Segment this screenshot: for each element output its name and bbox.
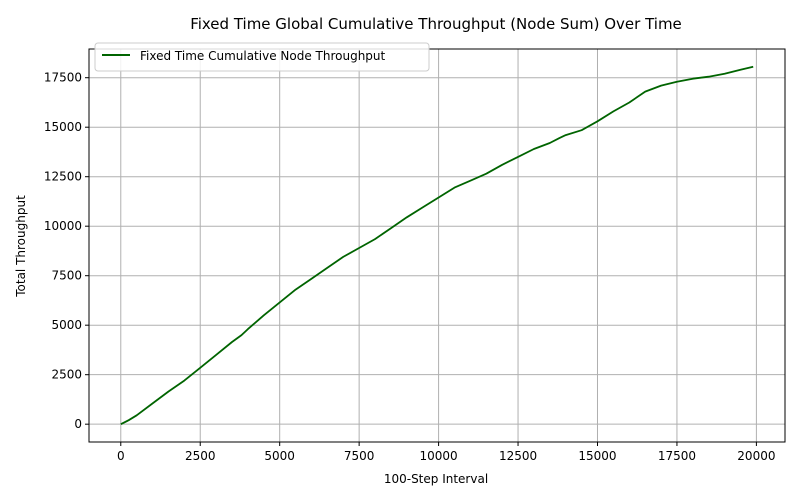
- y-tick-label: 10000: [44, 219, 82, 233]
- chart-title: Fixed Time Global Cumulative Throughput …: [190, 15, 682, 33]
- y-tick-label: 12500: [44, 170, 82, 184]
- x-tick-label: 15000: [578, 449, 616, 463]
- x-tick-label: 7500: [344, 449, 375, 463]
- legend-label: Fixed Time Cumulative Node Throughput: [140, 49, 386, 63]
- x-tick-label: 12500: [499, 449, 537, 463]
- y-axis-ticks: 0 2500 5000 7500 10000 12500 15000 17500: [44, 71, 89, 431]
- y-tick-label: 15000: [44, 120, 82, 134]
- series-line: [120, 65, 754, 426]
- x-tick-label: 17500: [658, 449, 696, 463]
- y-tick-label: 5000: [51, 318, 82, 332]
- x-tick-label: 5000: [264, 449, 295, 463]
- plot-frame: [88, 48, 786, 443]
- y-axis-label: Total Throughput: [14, 195, 28, 298]
- legend: Fixed Time Cumulative Node Throughput: [94, 42, 430, 72]
- y-tick-label: 7500: [51, 269, 82, 283]
- x-tick-label: 0: [117, 449, 125, 463]
- y-tick-label: 2500: [51, 368, 82, 382]
- x-tick-label: 2500: [185, 449, 216, 463]
- legend-box: [94, 42, 430, 72]
- x-axis-label: 100-Step Interval: [384, 472, 488, 486]
- series-lines: [120, 65, 754, 426]
- y-tick-label: 0: [74, 417, 82, 431]
- x-axis-ticks: 0 2500 5000 7500 10000 12500 15000 17500 20000: [117, 442, 775, 463]
- x-tick-label: 10000: [419, 449, 457, 463]
- y-tick-label: 17500: [44, 71, 82, 85]
- grid-lines: [89, 49, 785, 442]
- x-tick-label: 20000: [737, 449, 775, 463]
